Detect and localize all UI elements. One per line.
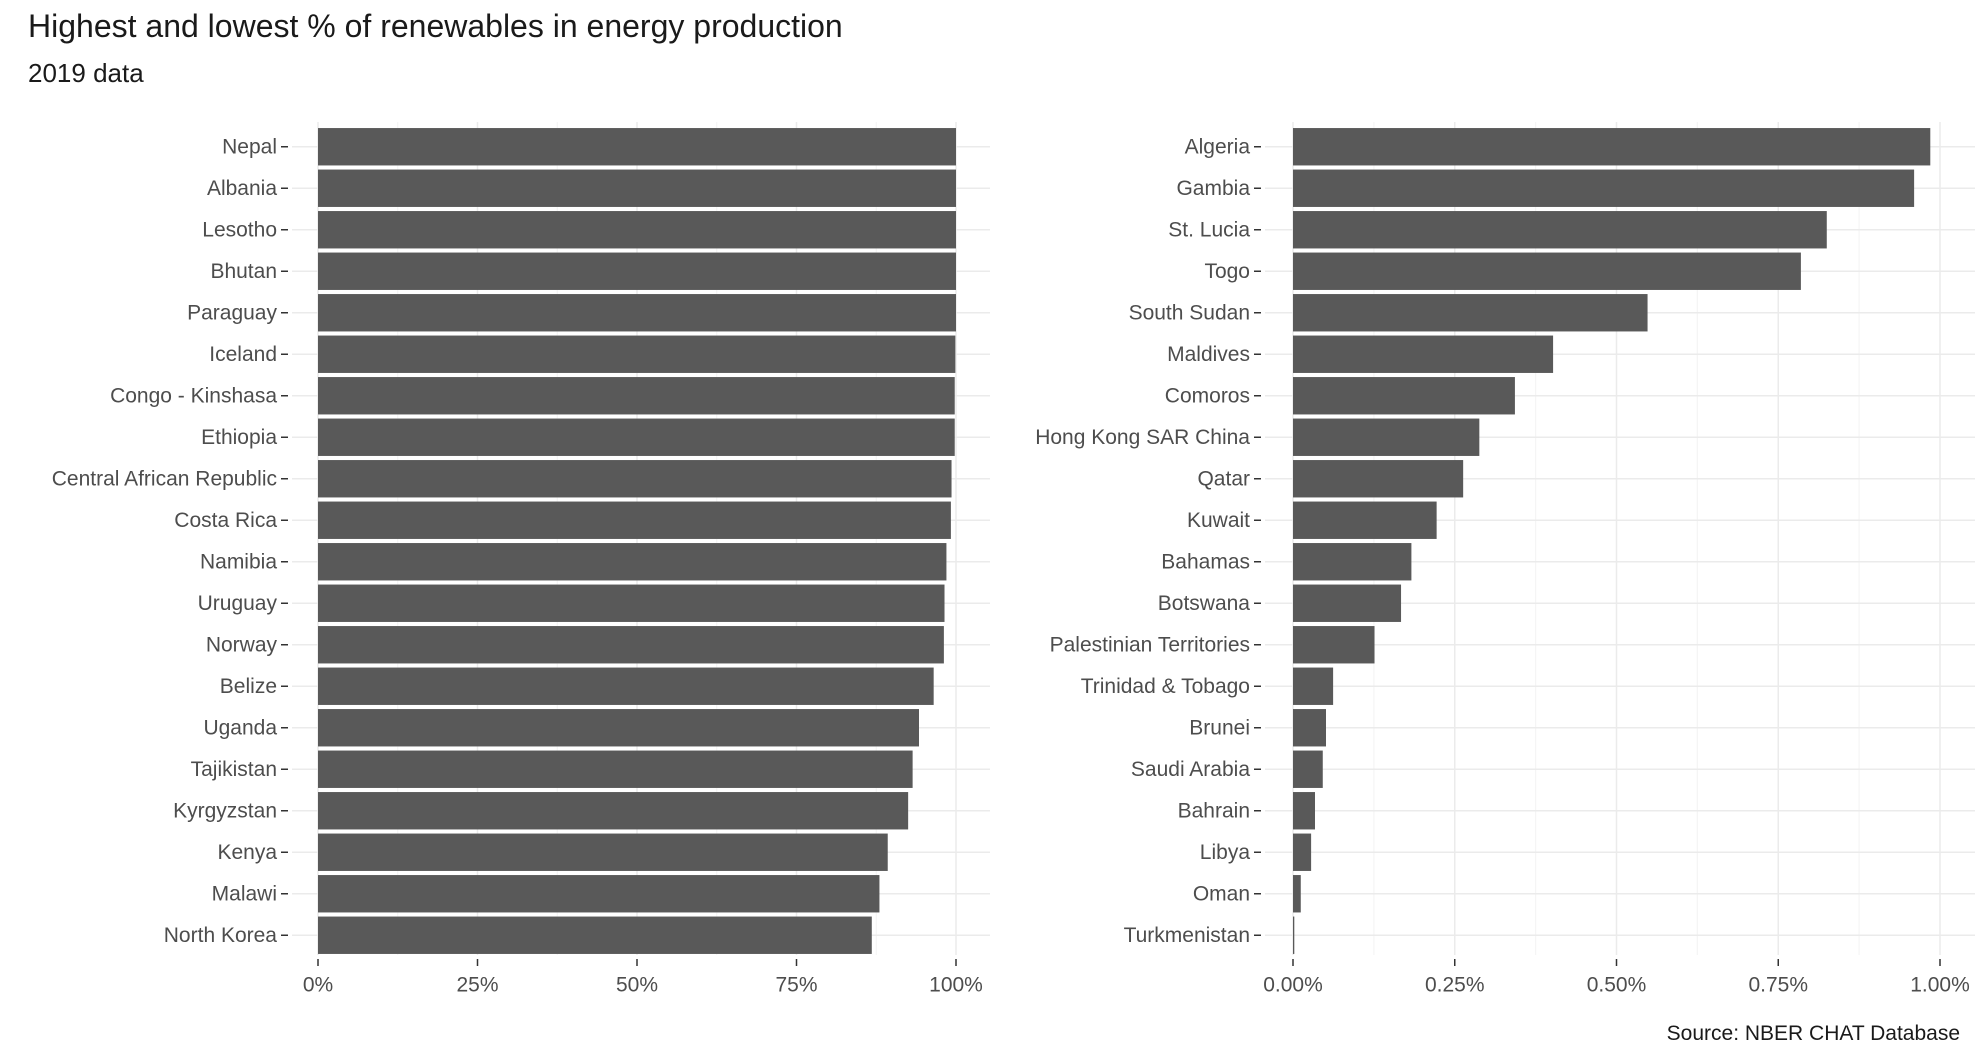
y-tick-label: Congo - Kinshasa bbox=[110, 384, 277, 407]
bar-comoros bbox=[1293, 377, 1515, 415]
bar-paraguay bbox=[318, 294, 956, 332]
y-tick-label: Palestinian Territories bbox=[1050, 633, 1250, 656]
source-caption: Source: NBER CHAT Database bbox=[1666, 1022, 1960, 1045]
bar-saudi-arabia bbox=[1293, 750, 1323, 788]
bar-belize bbox=[318, 667, 934, 705]
bar-turkmenistan bbox=[1293, 916, 1295, 954]
y-tick-label: Norway bbox=[206, 633, 278, 656]
y-tick-label: Kyrgyzstan bbox=[173, 799, 277, 822]
bar-lesotho bbox=[318, 211, 956, 249]
bar-bahrain bbox=[1293, 792, 1315, 830]
y-tick-label: Kuwait bbox=[1187, 509, 1250, 532]
y-tick-label: Tajikistan bbox=[191, 758, 277, 781]
y-tick-label: Maldives bbox=[1167, 343, 1250, 366]
y-tick-label: Botswana bbox=[1158, 592, 1251, 615]
y-tick-label: Nepal bbox=[222, 135, 277, 158]
chart-subtitle: 2019 data bbox=[28, 58, 144, 88]
y-tick-label: Turkmenistan bbox=[1124, 924, 1250, 947]
bar-trinidad-tobago bbox=[1293, 667, 1334, 705]
y-tick-label: Togo bbox=[1204, 260, 1250, 283]
y-tick-label: Iceland bbox=[209, 343, 277, 366]
x-tick-label: 0.50% bbox=[1587, 974, 1647, 997]
bar-gambia bbox=[1293, 169, 1915, 207]
y-tick-label: Ethiopia bbox=[201, 426, 277, 449]
bar-kenya bbox=[318, 833, 888, 871]
y-tick-label: Uganda bbox=[203, 716, 277, 739]
y-tick-label: Uruguay bbox=[198, 592, 278, 615]
y-tick-label: Qatar bbox=[1197, 467, 1250, 490]
y-tick-label: Saudi Arabia bbox=[1131, 758, 1250, 781]
bar-brunei bbox=[1293, 709, 1326, 747]
y-tick-label: Malawi bbox=[212, 882, 277, 905]
y-tick-label: Trinidad & Tobago bbox=[1081, 675, 1250, 698]
bar-central-african-republic bbox=[318, 460, 952, 498]
y-tick-label: Central African Republic bbox=[52, 467, 277, 490]
y-tick-label: Hong Kong SAR China bbox=[1035, 426, 1250, 449]
y-tick-label: Belize bbox=[220, 675, 277, 698]
bar-south-sudan bbox=[1293, 294, 1648, 332]
bar-albania bbox=[318, 169, 956, 207]
y-tick-label: Bahamas bbox=[1161, 550, 1250, 573]
y-tick-label: Brunei bbox=[1189, 716, 1250, 739]
bar-ethiopia bbox=[318, 418, 955, 456]
y-tick-label: Comoros bbox=[1165, 384, 1250, 407]
x-tick-label: 0% bbox=[303, 974, 333, 997]
bar-norway bbox=[318, 626, 944, 664]
x-tick-label: 25% bbox=[456, 974, 498, 997]
y-tick-label: Kenya bbox=[217, 841, 277, 864]
y-tick-label: Gambia bbox=[1176, 177, 1250, 200]
bar-maldives bbox=[1293, 335, 1554, 373]
bar-kyrgyzstan bbox=[318, 792, 909, 830]
bar-namibia bbox=[318, 543, 947, 581]
y-tick-label: Lesotho bbox=[202, 218, 277, 241]
bar-palestinian-territories bbox=[1293, 626, 1375, 664]
bar-uganda bbox=[318, 709, 919, 747]
bar-iceland bbox=[318, 335, 956, 373]
chart-title: Highest and lowest % of renewables in en… bbox=[28, 8, 843, 44]
y-tick-label: North Korea bbox=[164, 924, 278, 947]
x-tick-label: 100% bbox=[929, 974, 983, 997]
y-tick-label: Bhutan bbox=[210, 260, 277, 283]
bar-costa-rica bbox=[318, 501, 951, 539]
bar-bhutan bbox=[318, 252, 956, 290]
y-tick-label: Oman bbox=[1193, 882, 1250, 905]
bar-qatar bbox=[1293, 460, 1464, 498]
y-tick-label: Libya bbox=[1200, 841, 1251, 864]
y-tick-label: Bahrain bbox=[1178, 799, 1250, 822]
x-tick-label: 0.25% bbox=[1425, 974, 1485, 997]
bar-togo bbox=[1293, 252, 1801, 290]
bar-malawi bbox=[318, 875, 880, 913]
y-tick-label: Algeria bbox=[1185, 135, 1251, 158]
y-tick-label: St. Lucia bbox=[1168, 218, 1250, 241]
x-tick-label: 1.00% bbox=[1910, 974, 1970, 997]
bar-tajikistan bbox=[318, 750, 913, 788]
y-tick-label: Namibia bbox=[200, 550, 277, 573]
x-tick-label: 50% bbox=[616, 974, 658, 997]
x-tick-label: 0.00% bbox=[1263, 974, 1323, 997]
bar-hong-kong-sar-china bbox=[1293, 418, 1480, 456]
bar-nepal bbox=[318, 128, 956, 166]
bar-north-korea bbox=[318, 916, 872, 954]
y-tick-label: Albania bbox=[207, 177, 277, 200]
x-tick-label: 0.75% bbox=[1748, 974, 1808, 997]
bar-botswana bbox=[1293, 584, 1402, 622]
y-tick-label: South Sudan bbox=[1129, 301, 1250, 324]
bar-algeria bbox=[1293, 128, 1931, 166]
bar-oman bbox=[1293, 875, 1301, 913]
bar-congo-kinshasa bbox=[318, 377, 955, 415]
bar-kuwait bbox=[1293, 501, 1437, 539]
y-tick-label: Paraguay bbox=[187, 301, 277, 324]
y-tick-label: Costa Rica bbox=[174, 509, 277, 532]
bar-libya bbox=[1293, 833, 1312, 871]
bar-uruguay bbox=[318, 584, 945, 622]
bar-st-lucia bbox=[1293, 211, 1827, 249]
bar-bahamas bbox=[1293, 543, 1412, 581]
x-tick-label: 75% bbox=[775, 974, 817, 997]
